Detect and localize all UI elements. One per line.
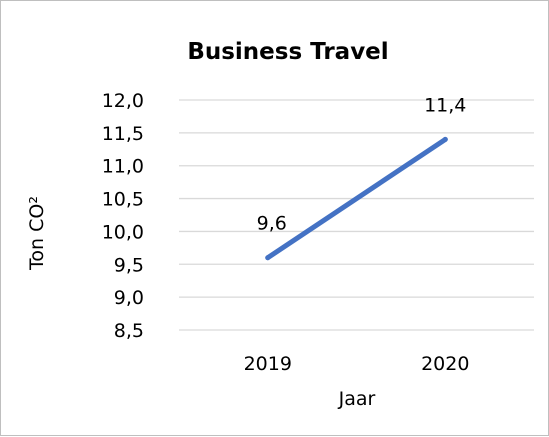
y-tick-label: 11,5 [102, 123, 144, 145]
series-layer [265, 136, 448, 261]
series-line [265, 136, 448, 261]
data-point [265, 255, 271, 261]
y-tick-label: 12,0 [102, 90, 144, 112]
data-label: 11,4 [424, 94, 466, 116]
y-tick-label: 10,5 [102, 189, 144, 211]
chart-title: Business Travel [187, 39, 388, 65]
data-labels: 9,6 11,4 [257, 94, 467, 234]
y-axis-ticks: 12,0 11,5 11,0 10,5 10,0 9,5 9,0 8,5 [102, 90, 144, 342]
y-tick-label: 11,0 [102, 156, 144, 178]
y-tick-label: 8,5 [114, 320, 144, 342]
data-point [442, 136, 448, 142]
y-tick-label: 9,0 [114, 287, 144, 309]
x-tick-label: 2020 [421, 353, 469, 375]
gridlines [179, 99, 534, 331]
x-tick-label: 2019 [244, 353, 292, 375]
y-tick-label: 9,5 [114, 254, 144, 276]
x-axis-label: Jaar [338, 388, 376, 410]
x-axis-ticks: 2019 2020 [244, 353, 470, 375]
y-tick-label: 10,0 [102, 221, 144, 243]
data-label: 9,6 [257, 213, 287, 235]
y-axis-label: Ton CO² [26, 196, 48, 271]
